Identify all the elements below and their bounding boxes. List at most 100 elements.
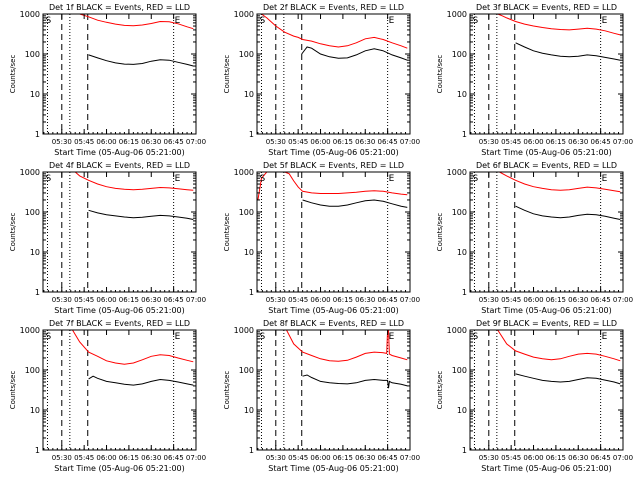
x-tick-label: 06:30 bbox=[568, 138, 588, 146]
x-tick-label: 06:15 bbox=[333, 138, 353, 146]
y-tick-label: 100 bbox=[452, 208, 467, 217]
y-tick-label: 1000 bbox=[20, 10, 40, 19]
x-tick-label: 05:30 bbox=[52, 296, 72, 304]
x-tick-label: 07:00 bbox=[613, 138, 633, 146]
panel-det-1f: Det 1f BLACK = Events, RED = LLD S E 1 10 100… bbox=[9, 3, 206, 157]
x-tick-label: 06:00 bbox=[310, 138, 330, 146]
end-marker-label: E bbox=[389, 332, 395, 342]
x-tick-label: 07:00 bbox=[186, 454, 206, 462]
panel-title: Det 9f BLACK = Events, RED = LLD bbox=[476, 319, 617, 328]
x-tick-label: 06:15 bbox=[119, 454, 139, 462]
panel-title: Det 2f BLACK = Events, RED = LLD bbox=[263, 3, 404, 12]
plot-frame bbox=[469, 329, 624, 451]
x-tick-label: 07:00 bbox=[186, 138, 206, 146]
series-line-lld bbox=[497, 14, 621, 36]
y-axis-label: Counts/sec bbox=[436, 55, 444, 94]
y-tick-label: 10 bbox=[457, 90, 467, 99]
y-tick-label: 1 bbox=[249, 446, 254, 455]
series-line-events bbox=[88, 54, 194, 67]
series-line-events bbox=[302, 374, 408, 389]
y-tick-label: 100 bbox=[239, 50, 254, 59]
x-tick-label: 06:45 bbox=[591, 296, 611, 304]
y-tick-label: 1000 bbox=[447, 10, 467, 19]
x-axis-label: Start Time (05-Aug-06 05:21:00) bbox=[481, 464, 612, 473]
plot-frame bbox=[42, 171, 197, 293]
x-tick-label: 06:45 bbox=[378, 138, 398, 146]
x-axis-label: Start Time (05-Aug-06 05:21:00) bbox=[54, 148, 185, 157]
panel-det-5f: Det 5f BLACK = Events, RED = LLD S E 1 10 100… bbox=[223, 161, 420, 315]
x-tick-label: 06:45 bbox=[164, 296, 184, 304]
y-tick-label: 10 bbox=[30, 406, 40, 415]
x-tick-label: 05:45 bbox=[74, 138, 94, 146]
y-axis-label: Counts/sec bbox=[436, 213, 444, 252]
y-tick-label: 1000 bbox=[447, 326, 467, 335]
y-axis-label: Counts/sec bbox=[9, 55, 17, 94]
start-marker-label: S bbox=[472, 16, 478, 26]
x-axis-label: Start Time (05-Aug-06 05:21:00) bbox=[268, 464, 399, 473]
series-line-lld bbox=[497, 330, 621, 362]
x-tick-label: 06:00 bbox=[310, 454, 330, 462]
plot-frame bbox=[256, 171, 411, 293]
x-tick-label: 05:45 bbox=[288, 454, 308, 462]
x-tick-label: 05:30 bbox=[266, 296, 286, 304]
y-tick-label: 1000 bbox=[20, 168, 40, 177]
y-tick-label: 1 bbox=[35, 288, 40, 297]
x-tick-label: 05:30 bbox=[479, 454, 499, 462]
y-tick-label: 10 bbox=[457, 406, 467, 415]
series-line-events bbox=[515, 205, 621, 220]
x-tick-label: 06:30 bbox=[355, 296, 375, 304]
x-tick-label: 06:15 bbox=[119, 296, 139, 304]
y-tick-label: 1 bbox=[462, 130, 467, 139]
y-tick-label: 100 bbox=[452, 366, 467, 375]
panel-title: Det 5f BLACK = Events, RED = LLD bbox=[263, 161, 404, 170]
x-tick-label: 07:00 bbox=[613, 454, 633, 462]
end-marker-label: E bbox=[602, 16, 608, 26]
panel-det-8f: Det 8f BLACK = Events, RED = LLD S E 1 10 100… bbox=[223, 319, 420, 473]
panel-title: Det 4f BLACK = Events, RED = LLD bbox=[49, 161, 190, 170]
plot-frame bbox=[42, 13, 197, 135]
y-axis-label: Counts/sec bbox=[223, 213, 231, 252]
x-tick-label: 06:15 bbox=[546, 454, 566, 462]
series-line-lld bbox=[261, 14, 408, 49]
series-line-events bbox=[515, 373, 621, 385]
plot-frame bbox=[469, 171, 624, 293]
start-marker-label: S bbox=[259, 332, 265, 342]
y-tick-label: 1 bbox=[462, 288, 467, 297]
x-tick-label: 06:30 bbox=[568, 454, 588, 462]
y-tick-label: 1 bbox=[249, 288, 254, 297]
y-tick-label: 100 bbox=[239, 366, 254, 375]
series-line-events bbox=[301, 46, 408, 61]
x-tick-label: 05:45 bbox=[288, 296, 308, 304]
x-tick-label: 06:30 bbox=[568, 296, 588, 304]
y-tick-label: 10 bbox=[457, 248, 467, 257]
panel-title: Det 8f BLACK = Events, RED = LLD bbox=[263, 319, 404, 328]
x-tick-label: 06:45 bbox=[378, 454, 398, 462]
y-tick-label: 1 bbox=[462, 446, 467, 455]
x-tick-label: 06:45 bbox=[164, 454, 184, 462]
x-tick-label: 06:15 bbox=[333, 296, 353, 304]
x-tick-label: 06:15 bbox=[333, 454, 353, 462]
series-line-lld bbox=[286, 330, 408, 362]
y-axis-label: Counts/sec bbox=[223, 371, 231, 410]
panel-title: Det 3f BLACK = Events, RED = LLD bbox=[476, 3, 617, 12]
end-marker-label: E bbox=[602, 332, 608, 342]
x-axis-label: Start Time (05-Aug-06 05:21:00) bbox=[268, 306, 399, 315]
x-axis-label: Start Time (05-Aug-06 05:21:00) bbox=[481, 306, 612, 315]
plot-frame bbox=[42, 329, 197, 451]
y-tick-label: 100 bbox=[25, 208, 40, 217]
x-tick-label: 06:45 bbox=[591, 454, 611, 462]
end-marker-label: E bbox=[175, 16, 181, 26]
x-tick-label: 06:00 bbox=[523, 296, 543, 304]
start-marker-label: S bbox=[45, 16, 51, 26]
y-tick-label: 10 bbox=[244, 90, 254, 99]
y-tick-label: 100 bbox=[239, 208, 254, 217]
start-marker-label: S bbox=[259, 174, 265, 184]
panel-det-6f: Det 6f BLACK = Events, RED = LLD S E 1 10 100… bbox=[436, 161, 633, 315]
x-tick-label: 05:30 bbox=[479, 296, 499, 304]
y-tick-label: 100 bbox=[25, 50, 40, 59]
x-tick-label: 06:00 bbox=[523, 454, 543, 462]
series-line-lld bbox=[72, 330, 194, 365]
panel-det-3f: Det 3f BLACK = Events, RED = LLD S E 1 10 100… bbox=[436, 3, 633, 157]
x-tick-label: 07:00 bbox=[400, 454, 420, 462]
